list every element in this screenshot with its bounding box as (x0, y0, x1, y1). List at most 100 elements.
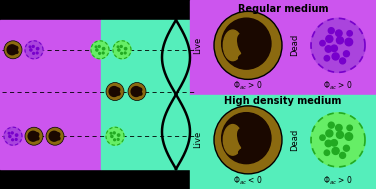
Circle shape (56, 133, 60, 136)
Bar (190, 94, 376, 189)
Circle shape (15, 139, 17, 140)
Ellipse shape (7, 45, 17, 55)
Circle shape (96, 49, 98, 51)
Circle shape (120, 46, 122, 47)
Circle shape (337, 131, 343, 138)
Ellipse shape (262, 40, 268, 55)
Circle shape (35, 133, 39, 136)
Circle shape (325, 140, 332, 147)
Circle shape (345, 38, 353, 46)
Text: $\Phi_{ac}$ > 0: $\Phi_{ac}$ > 0 (323, 175, 353, 187)
Circle shape (124, 47, 127, 50)
Circle shape (238, 23, 245, 30)
Circle shape (4, 127, 22, 145)
Circle shape (311, 113, 365, 167)
Circle shape (117, 46, 119, 48)
Circle shape (138, 88, 142, 91)
Text: Regular medium: Regular medium (238, 4, 328, 14)
Circle shape (345, 133, 353, 140)
Circle shape (91, 41, 109, 59)
Ellipse shape (223, 125, 242, 155)
Ellipse shape (244, 21, 259, 33)
Text: Dead: Dead (291, 34, 300, 57)
Circle shape (244, 21, 252, 29)
Circle shape (324, 150, 330, 155)
Circle shape (328, 122, 334, 128)
Text: Live: Live (194, 37, 203, 54)
Circle shape (325, 46, 332, 52)
Ellipse shape (239, 53, 257, 62)
Circle shape (117, 88, 120, 91)
Circle shape (29, 46, 31, 48)
Circle shape (328, 28, 334, 34)
Circle shape (324, 56, 330, 61)
Circle shape (253, 25, 260, 32)
Circle shape (337, 37, 343, 44)
Ellipse shape (223, 30, 242, 61)
Circle shape (4, 41, 22, 59)
Circle shape (110, 132, 112, 134)
Circle shape (238, 118, 245, 125)
Circle shape (36, 137, 39, 140)
Circle shape (331, 45, 337, 52)
Circle shape (36, 47, 39, 50)
Circle shape (113, 41, 131, 59)
Circle shape (8, 132, 10, 134)
Text: High density medium: High density medium (224, 97, 342, 106)
Circle shape (320, 40, 325, 46)
Circle shape (336, 30, 342, 36)
Circle shape (12, 139, 14, 141)
Circle shape (118, 49, 120, 51)
Text: $\Phi_{ac}$ > 0: $\Phi_{ac}$ > 0 (233, 79, 263, 92)
Circle shape (46, 127, 64, 145)
Circle shape (332, 53, 339, 60)
Circle shape (11, 132, 13, 134)
Circle shape (106, 127, 124, 145)
Ellipse shape (250, 127, 259, 146)
Circle shape (33, 53, 35, 54)
Circle shape (15, 134, 18, 136)
Ellipse shape (221, 18, 271, 69)
Circle shape (121, 53, 123, 54)
Circle shape (36, 52, 38, 54)
Ellipse shape (244, 115, 259, 127)
Ellipse shape (239, 147, 257, 156)
Circle shape (214, 106, 282, 174)
Bar (0, 0, 198, 189)
Circle shape (343, 145, 349, 151)
Bar (101, 20, 200, 169)
Circle shape (99, 53, 100, 54)
Circle shape (253, 119, 260, 126)
Circle shape (117, 139, 119, 140)
Ellipse shape (109, 87, 119, 96)
Ellipse shape (238, 129, 252, 151)
Text: $\Phi_{ac}$ > 0: $\Phi_{ac}$ > 0 (323, 79, 353, 92)
Ellipse shape (221, 113, 271, 164)
Circle shape (326, 35, 333, 42)
Circle shape (326, 130, 333, 137)
Circle shape (320, 135, 325, 140)
Text: Dead: Dead (291, 129, 300, 151)
Circle shape (32, 46, 34, 47)
Circle shape (106, 83, 124, 101)
Circle shape (57, 137, 60, 140)
Circle shape (111, 135, 113, 137)
Circle shape (117, 92, 120, 95)
Circle shape (347, 125, 352, 131)
Circle shape (25, 127, 43, 145)
Circle shape (9, 135, 11, 137)
Circle shape (311, 18, 365, 72)
Circle shape (347, 31, 352, 36)
Circle shape (336, 125, 342, 131)
Circle shape (343, 51, 349, 57)
Circle shape (25, 41, 43, 59)
Circle shape (15, 46, 18, 50)
Circle shape (113, 132, 115, 134)
Circle shape (98, 46, 100, 47)
Bar (0, 20, 101, 169)
Circle shape (244, 115, 252, 124)
Ellipse shape (131, 87, 141, 96)
Circle shape (102, 52, 104, 54)
Ellipse shape (256, 132, 264, 148)
Circle shape (340, 58, 346, 64)
